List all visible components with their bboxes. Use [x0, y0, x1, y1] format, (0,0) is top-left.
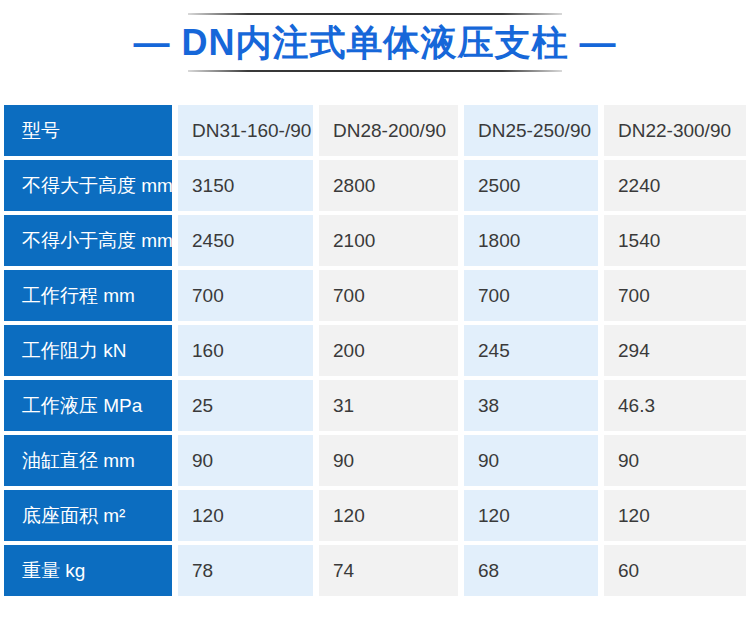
row-label: 工作行程 mm [4, 270, 172, 321]
table-row-cylinder-diameter: 油缸直径 mm 90 90 90 90 [4, 435, 746, 486]
table-row-model: 型号 DN31-160-/90 DN28-200/90 DN25-250/90 … [4, 105, 746, 156]
table-cell: 2450 [178, 215, 313, 266]
title-bottom-rule [188, 70, 562, 72]
row-label: 不得小于高度 mm [4, 215, 172, 266]
title-banner: — DN内注式单体液压支柱 — [0, 0, 750, 72]
row-label: 工作阻力 kN [4, 325, 172, 376]
row-label: 油缸直径 mm [4, 435, 172, 486]
spec-table: 型号 DN31-160-/90 DN28-200/90 DN25-250/90 … [4, 105, 746, 596]
table-cell: 160 [178, 325, 313, 376]
table-cell: 2100 [319, 215, 458, 266]
table-row-working-resistance: 工作阻力 kN 160 200 245 294 [4, 325, 746, 376]
table-cell: 90 [604, 435, 746, 486]
table-cell: 25 [178, 380, 313, 431]
table-cell: 700 [464, 270, 598, 321]
table-cell: 60 [604, 545, 746, 596]
table-cell: 120 [604, 490, 746, 541]
table-cell: 74 [319, 545, 458, 596]
table-cell: 294 [604, 325, 746, 376]
table-cell: DN22-300/90 [604, 105, 746, 156]
table-cell: 2500 [464, 160, 598, 211]
table-cell: DN25-250/90 [464, 105, 598, 156]
table-cell: 38 [464, 380, 598, 431]
table-cell: 2800 [319, 160, 458, 211]
table-row-working-stroke: 工作行程 mm 700 700 700 700 [4, 270, 746, 321]
table-cell: 3150 [178, 160, 313, 211]
table-cell: 90 [178, 435, 313, 486]
table-cell: 31 [319, 380, 458, 431]
table-cell: 68 [464, 545, 598, 596]
table-row-weight: 重量 kg 78 74 68 60 [4, 545, 746, 596]
table-row-max-height: 不得大于高度 mm 3150 2800 2500 2240 [4, 160, 746, 211]
table-cell: 1800 [464, 215, 598, 266]
row-label: 工作液压 MPa [4, 380, 172, 431]
table-cell: 46.3 [604, 380, 746, 431]
table-cell: 78 [178, 545, 313, 596]
table-cell: 120 [178, 490, 313, 541]
table-cell: 120 [464, 490, 598, 541]
table-cell: 700 [178, 270, 313, 321]
page-title: — DN内注式单体液压支柱 — [0, 15, 750, 70]
row-label: 型号 [4, 105, 172, 156]
table-cell: 120 [319, 490, 458, 541]
table-cell: 2240 [604, 160, 746, 211]
row-label: 重量 kg [4, 545, 172, 596]
table-cell: 1540 [604, 215, 746, 266]
table-cell: 700 [319, 270, 458, 321]
table-row-working-pressure: 工作液压 MPa 25 31 38 46.3 [4, 380, 746, 431]
table-cell: 200 [319, 325, 458, 376]
table-cell: 245 [464, 325, 598, 376]
table-row-base-area: 底座面积 m² 120 120 120 120 [4, 490, 746, 541]
row-label: 不得大于高度 mm [4, 160, 172, 211]
row-label: 底座面积 m² [4, 490, 172, 541]
table-cell: 90 [319, 435, 458, 486]
table-row-min-height: 不得小于高度 mm 2450 2100 1800 1540 [4, 215, 746, 266]
table-cell: DN31-160-/90 [178, 105, 313, 156]
table-cell: 90 [464, 435, 598, 486]
product-spec-page: — DN内注式单体液压支柱 — 型号 DN31-160-/90 DN28-200… [0, 0, 750, 625]
table-cell: 700 [604, 270, 746, 321]
table-cell: DN28-200/90 [319, 105, 458, 156]
